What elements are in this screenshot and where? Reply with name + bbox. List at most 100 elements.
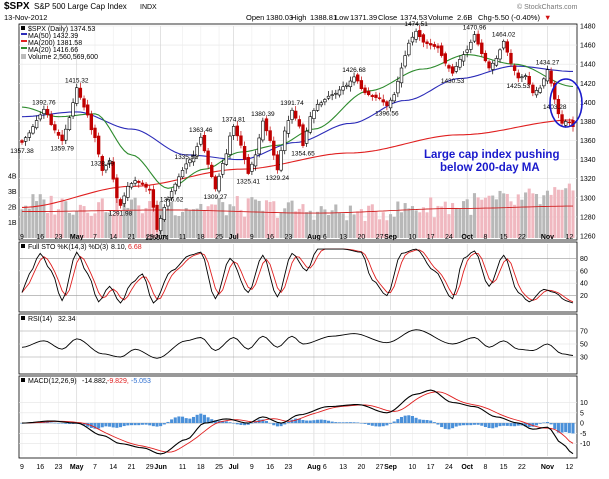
candle-body — [279, 150, 283, 171]
volume-layer — [20, 183, 575, 238]
price-data-label: 1391.74 — [280, 100, 304, 107]
candle-body — [221, 163, 225, 175]
candle-body — [396, 81, 400, 94]
macd-histogram-bar — [425, 419, 429, 424]
macd-histogram-bar — [97, 423, 101, 429]
macd-histogram-bar — [469, 423, 473, 426]
volume-bar — [170, 202, 174, 238]
price-data-label: 1328.49 — [91, 161, 115, 168]
volume-bar — [162, 208, 166, 238]
macd-histogram-bar — [100, 423, 104, 428]
x-axis-label-bottom: 24 — [445, 464, 453, 471]
volume-bar — [407, 208, 411, 238]
price-tick-label: 1320 — [580, 176, 596, 183]
close-label: Close — [378, 13, 397, 22]
macd-histogram-bar — [82, 423, 86, 426]
macd-histogram-bar — [195, 414, 199, 424]
candle-body — [403, 55, 407, 67]
x-axis-label-top: 10 — [409, 234, 417, 241]
rsi-tick-label: 50 — [580, 342, 588, 349]
indicator-layer — [20, 248, 575, 455]
macd-histogram-bar — [148, 423, 152, 426]
x-axis-label-bottom: 15 — [500, 464, 508, 471]
macd-histogram-bar — [542, 422, 546, 424]
candle-body — [213, 176, 218, 190]
volume-bar — [224, 215, 228, 238]
macd-histogram-bar — [126, 423, 130, 426]
candle-body — [560, 114, 564, 124]
candle-body — [188, 159, 192, 164]
candle-body — [180, 170, 185, 178]
candle-body — [297, 119, 302, 127]
macd-tick-label: 0 — [580, 421, 584, 428]
open-value: 1380.03 — [266, 13, 293, 22]
price-data-label: 1363.46 — [189, 127, 213, 134]
volume-bar — [24, 205, 28, 238]
volume-bar — [553, 187, 557, 238]
candle-body — [425, 41, 429, 44]
volume-bar — [140, 213, 144, 238]
macd-histogram-bar — [571, 423, 575, 434]
volume-bar — [356, 211, 360, 238]
candle-body — [286, 120, 291, 134]
candle-body — [126, 186, 130, 198]
volume-bar — [243, 216, 247, 238]
macd-histogram-bar — [410, 416, 414, 424]
rsi-swatch — [21, 316, 25, 320]
candle-body — [242, 146, 247, 160]
candle-body — [476, 33, 480, 45]
macd-histogram-bar — [279, 423, 283, 427]
volume-bar — [272, 201, 276, 238]
macd-histogram-bar — [421, 419, 425, 424]
candle-body — [151, 189, 156, 208]
macd-histogram-bar — [341, 422, 345, 424]
candle-body — [447, 65, 451, 69]
candle-body — [487, 61, 491, 69]
macd-histogram-bar — [261, 419, 265, 424]
candle-body — [184, 163, 188, 170]
macd-histogram-bar — [403, 415, 407, 424]
candle-body — [348, 80, 353, 88]
price-tick-label: 1380 — [580, 119, 596, 126]
macd-histogram-bar — [378, 423, 382, 427]
x-axis-label-top: 6 — [323, 234, 327, 241]
volume-bar — [35, 201, 39, 238]
candle-body — [461, 54, 466, 62]
candle-body — [523, 75, 528, 78]
candle-body — [268, 130, 272, 141]
macd-histogram-bar — [133, 423, 137, 426]
candle-body — [534, 90, 539, 96]
volume-bar — [111, 214, 115, 238]
candle-body — [330, 94, 334, 96]
macd-histogram-bar — [516, 423, 520, 426]
x-axis-label-bottom: 11 — [179, 464, 186, 471]
macd-histogram-bar — [67, 423, 71, 425]
volume-bar — [352, 214, 356, 238]
macd-histogram-bar — [367, 423, 371, 425]
legend-volume: Volume 2,560,569,600 — [28, 54, 98, 61]
candle-body — [381, 99, 385, 103]
x-axis-label-bottom: 16 — [36, 464, 44, 471]
volume-bar — [334, 204, 338, 238]
sto-k-value: 8.10, — [111, 244, 127, 251]
x-axis-label-top: 23 — [55, 234, 63, 241]
macd-histogram-bar — [524, 423, 528, 427]
candle-body — [326, 95, 331, 99]
volume-bar — [418, 212, 422, 238]
x-axis-label-bottom: 29 — [146, 464, 154, 471]
macd-histogram-bar — [224, 421, 228, 424]
legend-swatch-ma20 — [21, 47, 27, 49]
x-axis-label-top: 21 — [128, 234, 136, 241]
macd-panel — [18, 375, 578, 459]
volume-bar — [181, 211, 185, 238]
legend-ma50: MA(50) 1432.39 — [28, 33, 78, 40]
rsi-label: RSI(14) — [28, 316, 52, 323]
volume-bar — [297, 208, 301, 238]
candle-body — [301, 124, 305, 146]
volume-bar — [348, 205, 352, 238]
candle-body — [111, 161, 115, 180]
candle-body — [31, 126, 35, 134]
volume-bar — [476, 197, 480, 238]
macd-histogram-bar — [498, 423, 502, 427]
price-data-label: 1357.38 — [10, 148, 34, 155]
